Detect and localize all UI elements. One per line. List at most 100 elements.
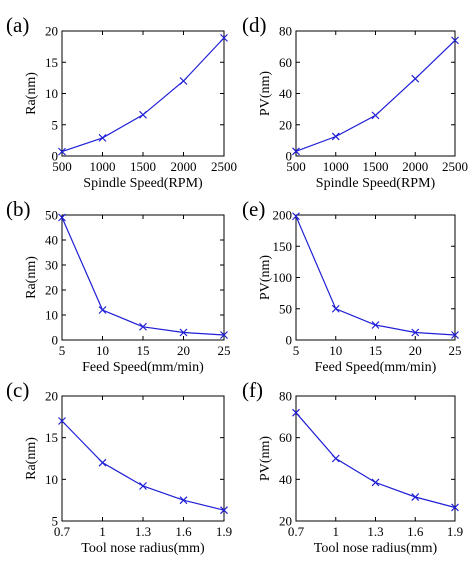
- plot-area-frame: [61, 30, 225, 157]
- x-tick-label: 1.3: [135, 524, 151, 539]
- data-point-marker: [411, 74, 420, 83]
- y-tick-label: 20: [45, 389, 58, 404]
- x-axis-label: Spindle Speed(RPM): [83, 176, 203, 191]
- plot-area-frame: [295, 395, 456, 522]
- series-line: [295, 39, 456, 152]
- x-tick-label: 15: [369, 343, 382, 358]
- x-tick-label: 20: [409, 343, 422, 358]
- data-point-marker: [98, 133, 107, 142]
- plot-area-frame: [295, 214, 456, 341]
- data-point-marker: [58, 213, 66, 222]
- data-point-marker: [179, 328, 188, 337]
- data-point-marker: [331, 454, 340, 463]
- data-point-marker: [139, 482, 147, 490]
- data-point-marker: [179, 496, 188, 505]
- x-tick-label: 5: [293, 343, 300, 358]
- data-point-marker: [292, 408, 300, 417]
- data-point-marker: [220, 331, 228, 339]
- series-line: [295, 412, 456, 509]
- data-point-marker: [220, 33, 228, 42]
- y-axis-label: Ra(nm): [24, 72, 39, 115]
- panel-label: (b): [6, 197, 31, 221]
- x-tick-label: 10: [329, 343, 342, 358]
- x-tick-label: 0.7: [288, 524, 305, 539]
- y-tick-label: 10: [45, 308, 58, 323]
- y-tick-label: 20: [279, 117, 292, 132]
- chart-panel: 0.7 1 1.3 1.6 1.9 20 40 60 80 Tool nose radius(mm…: [242, 378, 463, 556]
- x-tick-label: 1.9: [447, 524, 463, 539]
- y-tick-label: 20: [45, 283, 58, 298]
- panel-label: (d): [242, 13, 267, 37]
- y-tick-label: 0: [52, 333, 59, 348]
- x-axis-label: Feed Speed(mm/min): [82, 360, 204, 375]
- data-point-marker: [411, 493, 420, 501]
- x-tick-label: 1.6: [407, 524, 424, 539]
- data-point-marker: [411, 328, 420, 337]
- data-point-marker: [98, 306, 107, 314]
- series-line: [295, 216, 456, 336]
- y-tick-label: 60: [279, 430, 292, 445]
- y-tick-label: 100: [273, 270, 293, 285]
- x-tick-label: 15: [137, 343, 150, 358]
- chart-panel: 5 10 15 20 25 0 50 100 150 200 Feed Speed(mm/min) P…: [242, 197, 462, 375]
- series-line: [61, 37, 225, 153]
- x-tick-label: 500: [286, 159, 306, 174]
- panel-label: (a): [6, 13, 29, 37]
- plot-area-frame: [61, 214, 225, 341]
- series-line: [61, 217, 225, 336]
- x-tick-label: 1000: [323, 159, 349, 174]
- x-axis-label: Tool nose radius(mm): [81, 541, 205, 556]
- y-tick-label: 40: [279, 472, 292, 487]
- y-tick-label: 80: [279, 389, 292, 404]
- data-point-marker: [292, 147, 300, 156]
- y-tick-label: 50: [45, 208, 58, 223]
- y-tick-label: 40: [279, 86, 292, 101]
- x-tick-label: 5: [59, 343, 66, 358]
- chart-panel: 5 10 15 20 25 0 10 20 30 40 50 Feed Speed(mm/min) Ra…: [6, 197, 231, 375]
- y-tick-label: 5: [52, 514, 59, 529]
- x-tick-label: 500: [52, 159, 72, 174]
- data-point-marker: [451, 36, 459, 45]
- panel-label: (c): [6, 378, 29, 402]
- x-axis-label: Tool nose radius(mm): [314, 541, 438, 556]
- x-tick-label: 20: [177, 343, 190, 358]
- chart-panel: 500 1000 1500 2000 2500 0 20 40 60 80 Spindle Spee…: [242, 13, 468, 191]
- y-tick-label: 40: [45, 233, 58, 248]
- data-point-marker: [58, 147, 66, 156]
- x-tick-label: 25: [449, 343, 462, 358]
- x-tick-label: 10: [96, 343, 109, 358]
- data-point-marker: [371, 321, 380, 329]
- y-tick-label: 5: [52, 117, 59, 132]
- x-axis-label: Feed Speed(mm/min): [315, 360, 437, 375]
- x-tick-label: 2000: [171, 159, 197, 174]
- data-point-marker: [451, 503, 459, 512]
- y-tick-label: 30: [45, 258, 58, 273]
- x-axis-label: Spindle Speed(RPM): [316, 176, 436, 191]
- chart-panel: 0.7 1 1.3 1.6 1.9 5 10 15 20 Tool nose radius(mm)…: [6, 378, 232, 556]
- y-tick-label: 0: [52, 149, 59, 164]
- x-tick-label: 1000: [90, 159, 116, 174]
- y-tick-label: 10: [45, 86, 58, 101]
- x-tick-label: 1: [99, 524, 106, 539]
- plot-area-frame: [61, 395, 225, 522]
- y-axis-label: Ra(nm): [24, 256, 39, 299]
- series-line: [61, 420, 225, 511]
- x-tick-label: 1.9: [216, 524, 232, 539]
- data-point-marker: [139, 110, 147, 119]
- y-tick-label: 0: [286, 149, 293, 164]
- chart-panel: 500 1000 1500 2000 2500 0 5 10 15 20 Spindle Speed…: [6, 13, 237, 191]
- y-tick-label: 80: [279, 24, 292, 39]
- data-point-marker: [331, 304, 340, 313]
- x-tick-label: 1: [333, 524, 340, 539]
- x-tick-label: 0.7: [54, 524, 71, 539]
- y-tick-label: 150: [273, 239, 293, 254]
- panel-label: (e): [242, 197, 265, 221]
- data-point-marker: [371, 478, 380, 487]
- y-tick-label: 20: [279, 514, 292, 529]
- data-point-marker: [292, 212, 300, 221]
- x-tick-label: 1.6: [175, 524, 192, 539]
- data-point-marker: [220, 506, 228, 515]
- y-axis-label: PV(nm): [258, 436, 273, 481]
